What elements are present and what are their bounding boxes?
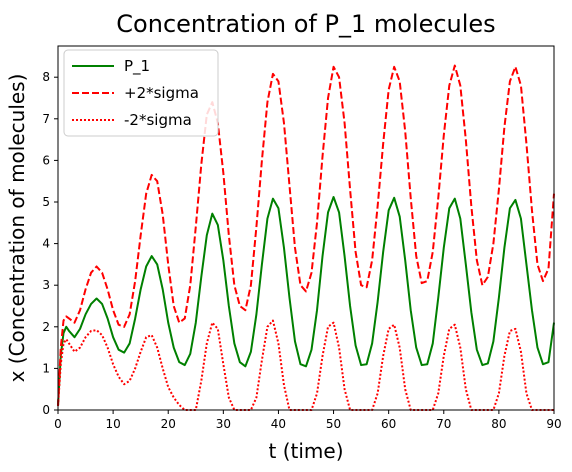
x-tick-label: 90 (546, 417, 561, 431)
legend: P_1 +2*sigma -2*sigma (63, 49, 219, 137)
y-tick-label: 3 (42, 278, 50, 292)
plot-area (57, 64, 555, 411)
y-axis-label: x (Concentration of molecules) (5, 74, 29, 383)
x-tick-label: 0 (54, 417, 62, 431)
y-axis: 0 1 2 3 4 5 6 7 8 (42, 70, 58, 417)
legend-label-plus-sigma: +2*sigma (124, 84, 199, 102)
legend-label-p1: P_1 (124, 57, 150, 76)
legend-label-minus-sigma: -2*sigma (124, 111, 192, 129)
series-line-1 (57, 64, 555, 406)
series-line-0 (57, 196, 555, 406)
x-tick-label: 70 (436, 417, 451, 431)
x-axis-label: t (time) (269, 439, 344, 463)
x-tick-label: 60 (381, 417, 396, 431)
y-tick-label: 2 (42, 320, 50, 334)
x-tick-label: 20 (161, 417, 176, 431)
legend-box (63, 49, 219, 137)
chart-title: Concentration of P_1 molecules (116, 10, 495, 38)
x-axis: 0 10 20 30 40 50 60 70 80 90 (54, 410, 562, 431)
plot-frame (57, 45, 555, 411)
y-tick-label: 0 (42, 403, 50, 417)
x-tick-label: 40 (271, 417, 286, 431)
y-tick-label: 5 (42, 195, 50, 209)
series-line-2 (57, 319, 554, 411)
x-tick-label: 50 (326, 417, 341, 431)
y-tick-label: 6 (42, 153, 50, 167)
y-tick-label: 8 (42, 70, 50, 84)
x-tick-label: 30 (216, 417, 231, 431)
x-tick-label: 80 (491, 417, 506, 431)
y-tick-label: 1 (42, 361, 50, 375)
x-tick-label: 10 (105, 417, 120, 431)
y-tick-label: 7 (42, 112, 50, 126)
y-tick-label: 4 (42, 237, 50, 251)
